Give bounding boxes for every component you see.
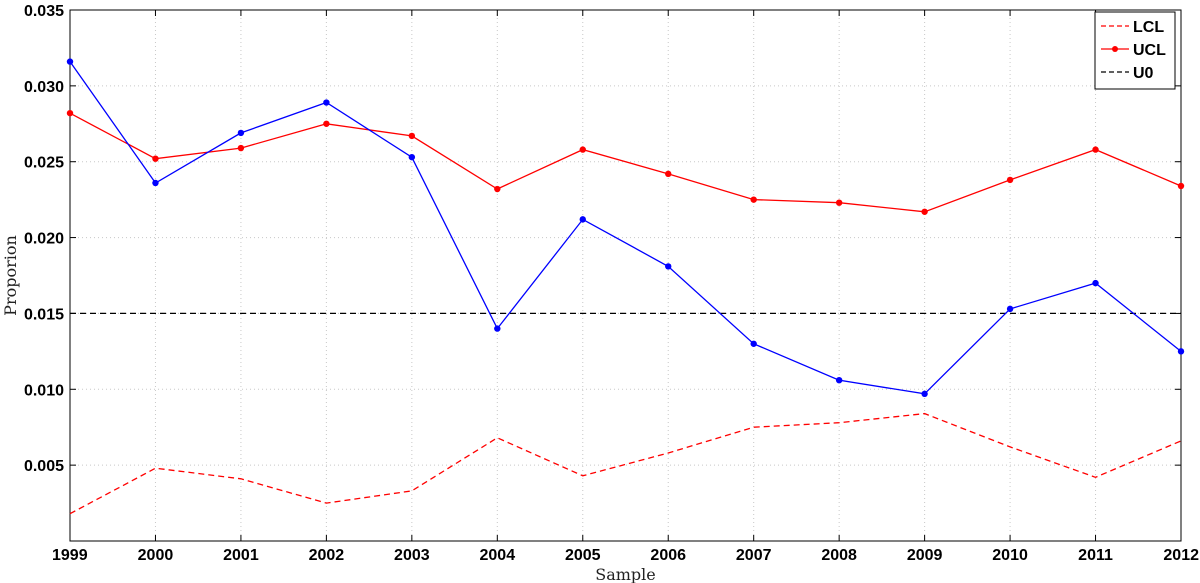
series-lcl	[69, 412, 1182, 515]
data-point-sample	[494, 325, 501, 332]
legend-label-ucl: UCL	[1133, 42, 1166, 59]
x-tick-label: 2011	[1078, 547, 1113, 564]
y-tick-label: 0.020	[24, 231, 64, 248]
y-axis-label: Proporion	[1, 235, 20, 316]
series-layer	[66, 58, 1185, 515]
grid	[69, 9, 1182, 541]
data-point-ucl	[750, 196, 757, 203]
data-point-ucl	[835, 199, 843, 206]
x-tick-label: 2003	[394, 547, 430, 564]
y-tick-label: 0.030	[24, 79, 64, 96]
y-tick-label: 0.005	[24, 458, 64, 475]
series-ucl	[66, 109, 1185, 215]
data-point-ucl	[408, 132, 416, 140]
y-tick-label: 0.010	[24, 382, 64, 399]
x-tick-label: 1999	[52, 547, 88, 564]
data-point-sample	[1177, 348, 1185, 355]
data-point-sample	[1006, 305, 1014, 313]
x-tick-label: 2012	[1163, 547, 1199, 564]
x-tick-label: 2000	[138, 547, 174, 564]
legend-label-lcl: LCL	[1133, 19, 1164, 36]
x-tick-label: 2010	[992, 547, 1028, 564]
data-point-sample	[408, 153, 416, 161]
data-point-ucl	[1177, 182, 1185, 190]
legend-box	[1094, 11, 1176, 90]
data-point-sample	[835, 376, 843, 384]
y-tick-labels: 0.005 0.010 0.015 0.020 0.025 0.030 0.035	[24, 3, 64, 475]
data-point-ucl	[921, 208, 928, 215]
series-line-sample	[69, 61, 1182, 395]
y-tick-label: 0.035	[24, 3, 64, 20]
x-tick-label: 2002	[309, 547, 345, 564]
x-tick-label: 2005	[565, 547, 601, 564]
data-point-ucl	[323, 120, 330, 127]
data-point-sample	[665, 263, 672, 270]
plot-frame	[69, 9, 1182, 542]
data-point-ucl	[66, 109, 74, 117]
x-tick-label: 2008	[821, 547, 857, 564]
series-line-lcl	[69, 412, 1182, 515]
series-line-ucl	[69, 112, 1182, 213]
data-point-sample	[237, 129, 245, 137]
data-point-sample	[66, 58, 74, 65]
data-point-sample	[750, 340, 757, 347]
x-tick-label: 2007	[736, 547, 772, 564]
x-tick-label: 2004	[480, 547, 516, 564]
y-tick-label: 0.015	[24, 306, 64, 323]
data-point-sample	[921, 390, 928, 398]
data-point-ucl	[152, 155, 159, 162]
data-point-ucl	[579, 146, 586, 153]
tick-marks	[69, 9, 1182, 541]
data-point-sample	[1092, 279, 1099, 287]
series-sample	[66, 58, 1185, 398]
data-point-ucl	[1006, 176, 1014, 184]
data-point-sample	[323, 99, 330, 106]
data-point-ucl	[665, 170, 672, 178]
x-tick-label: 2009	[907, 547, 943, 564]
y-tick-label: 0.025	[24, 155, 64, 172]
legend-label-u0: U0	[1133, 65, 1154, 82]
data-point-sample	[152, 179, 159, 187]
data-point-ucl	[1092, 146, 1099, 153]
data-point-sample	[579, 216, 586, 223]
legend: LCL UCL U0	[1094, 11, 1176, 90]
x-tick-labels: 1999 2000 2001 2002 2003 2004 2005 2006 2007 2008…	[52, 547, 1199, 564]
legend-marker-ucl	[1112, 46, 1118, 52]
x-tick-label: 2001	[223, 547, 259, 564]
x-tick-label: 2006	[650, 547, 686, 564]
data-point-ucl	[494, 185, 501, 193]
data-point-ucl	[237, 144, 245, 152]
x-axis-label: Sample	[595, 565, 656, 583]
